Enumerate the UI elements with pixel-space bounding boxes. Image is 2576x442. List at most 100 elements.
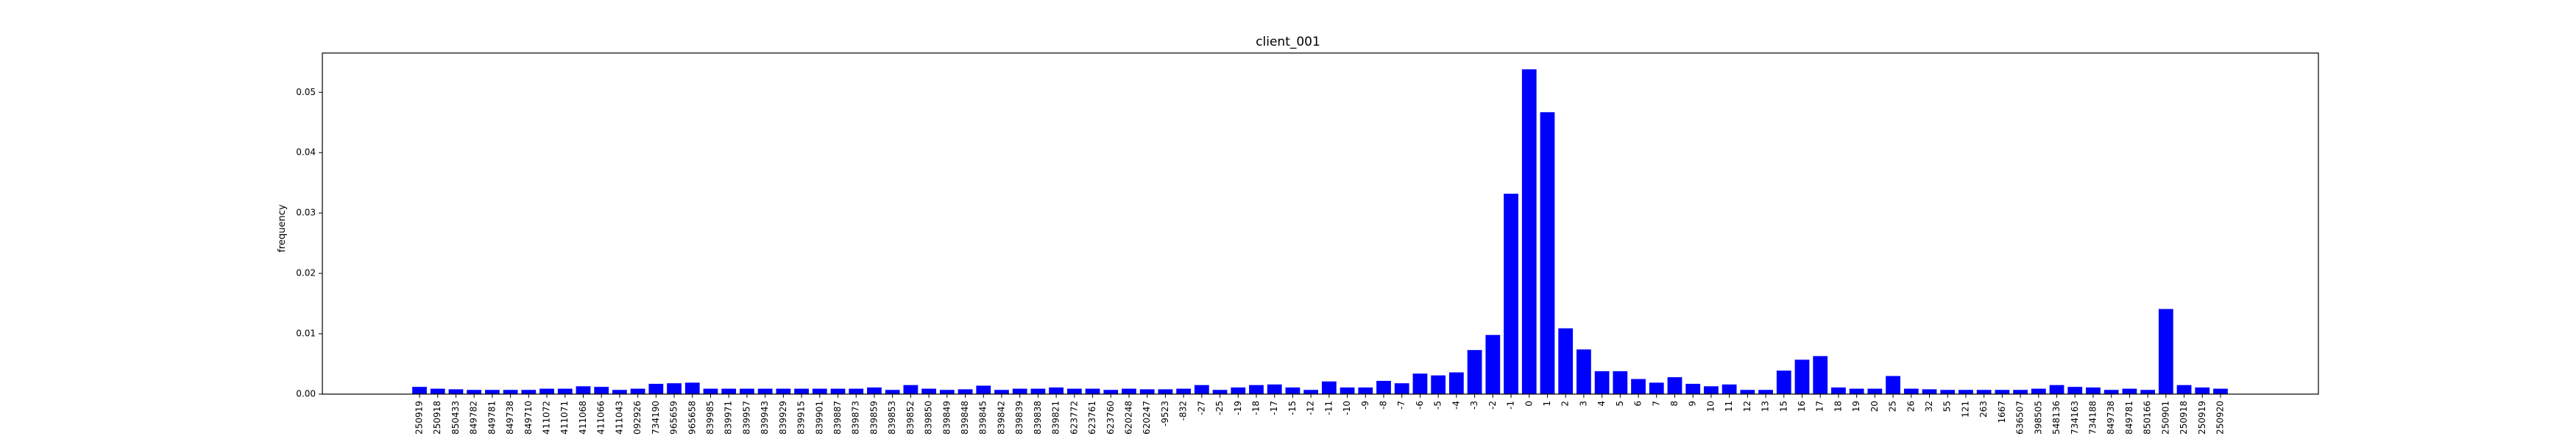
bar-734190 bbox=[648, 384, 664, 394]
x-tick-label: 623772 bbox=[1069, 401, 1079, 435]
bar-1 bbox=[1540, 112, 1555, 394]
x-tick-label: 25 bbox=[1888, 401, 1898, 412]
bar-849782 bbox=[467, 390, 482, 394]
bar-839971 bbox=[721, 388, 737, 394]
bar-092926 bbox=[630, 388, 645, 394]
y-tick-label: 0.02 bbox=[296, 268, 316, 278]
bar-839873 bbox=[849, 388, 864, 394]
x-tick-label: 849781 bbox=[2124, 401, 2134, 435]
bars-group bbox=[412, 69, 2228, 394]
x-tick-label: 734188 bbox=[2087, 401, 2098, 435]
bar-850433 bbox=[448, 389, 464, 394]
bar-3 bbox=[1577, 349, 1591, 394]
x-tick-label: 2 bbox=[1560, 401, 1571, 407]
x-tick-label: 839915 bbox=[796, 401, 807, 435]
bar-850166 bbox=[2140, 390, 2156, 394]
bar-250901 bbox=[2158, 309, 2173, 394]
x-tick-label: 623761 bbox=[1087, 401, 1097, 435]
y-tick-label: 0.03 bbox=[296, 208, 316, 218]
x-tick-label: 250919 bbox=[414, 401, 425, 435]
x-tick-label: 965659 bbox=[669, 401, 679, 435]
bar-13 bbox=[1758, 390, 1773, 394]
bar-411072 bbox=[539, 388, 554, 394]
bar--6 bbox=[1412, 373, 1428, 394]
bar-839859 bbox=[867, 387, 882, 394]
bar-0 bbox=[1521, 69, 1537, 394]
x-tick-label: 7 bbox=[1651, 401, 1661, 407]
x-tick-label: 734163 bbox=[2070, 401, 2080, 435]
bar-839849 bbox=[939, 390, 955, 394]
bar-26 bbox=[1903, 388, 1919, 394]
x-tick-label: 19 bbox=[1851, 401, 1861, 412]
x-tick-label: 839842 bbox=[996, 401, 1006, 435]
x-tick-label: 734190 bbox=[651, 401, 661, 435]
x-tick-label: -10 bbox=[1342, 401, 1352, 415]
x-tick-label: 250901 bbox=[2160, 401, 2170, 435]
bar--9 bbox=[1358, 387, 1373, 394]
bar--10 bbox=[1340, 387, 1355, 394]
x-tick-label: 620248 bbox=[1123, 401, 1133, 435]
chart-title: client_001 bbox=[1256, 35, 1320, 49]
x-ticks-group: 250919 250918 850433 849782 849781 849738 8497… bbox=[414, 394, 2226, 435]
x-tick-label: 1 bbox=[1542, 401, 1552, 407]
x-tick-label: 10 bbox=[1705, 401, 1716, 412]
x-tick-label: 965658 bbox=[687, 401, 697, 435]
x-tick-label: 092926 bbox=[632, 401, 643, 435]
bar-11 bbox=[1722, 384, 1737, 394]
bar-20 bbox=[1867, 388, 1883, 394]
x-tick-label: 849738 bbox=[505, 401, 515, 435]
bar--8 bbox=[1376, 380, 1391, 394]
bar-250918 bbox=[2176, 385, 2192, 394]
y-tick-label: 0.01 bbox=[296, 329, 316, 339]
x-tick-label: 636507 bbox=[2015, 401, 2025, 435]
bar-548136 bbox=[2049, 385, 2064, 394]
x-tick-label: 839943 bbox=[760, 401, 770, 435]
bar--27 bbox=[1194, 385, 1209, 394]
plot-frame bbox=[322, 52, 2319, 395]
x-tick-label: 0 bbox=[1524, 401, 1534, 407]
bar-5 bbox=[1613, 371, 1628, 394]
x-tick-label: 250920 bbox=[2215, 401, 2226, 435]
x-tick-label: -5 bbox=[1433, 401, 1443, 410]
bar-17 bbox=[1813, 356, 1828, 394]
x-tick-label: -832 bbox=[1178, 401, 1189, 421]
bar--1 bbox=[1504, 193, 1518, 394]
bar--11 bbox=[1321, 381, 1337, 394]
x-tick-label: 121 bbox=[1960, 401, 1970, 418]
bar--2 bbox=[1485, 334, 1501, 394]
x-tick-label: 5 bbox=[1615, 401, 1625, 407]
x-tick-label: 839848 bbox=[960, 401, 970, 435]
x-tick-label: -4 bbox=[1451, 401, 1461, 410]
bar-839887 bbox=[830, 388, 846, 394]
bar-839848 bbox=[958, 389, 973, 394]
bar--12 bbox=[1303, 390, 1319, 394]
x-tick-label: -7 bbox=[1396, 401, 1406, 410]
x-tick-label: 250918 bbox=[2179, 401, 2189, 435]
bar-411066 bbox=[594, 387, 609, 394]
bar-1667 bbox=[1995, 390, 2010, 394]
bar-4 bbox=[1594, 371, 1610, 394]
x-tick-label: 32 bbox=[1924, 401, 1934, 412]
x-tick-label: 839985 bbox=[705, 401, 715, 435]
bar-8 bbox=[1667, 377, 1682, 394]
bar-839845 bbox=[976, 385, 991, 394]
x-tick-label: 839901 bbox=[814, 401, 824, 435]
x-tick-label: 839839 bbox=[1014, 401, 1025, 435]
x-tick-label: 11 bbox=[1724, 401, 1734, 412]
x-tick-label: 839957 bbox=[741, 401, 751, 435]
x-tick-label: -3 bbox=[1469, 401, 1479, 410]
bar-839839 bbox=[1012, 388, 1027, 394]
bar--17 bbox=[1267, 384, 1282, 394]
bar--5 bbox=[1431, 375, 1446, 394]
bar-18 bbox=[1831, 387, 1846, 394]
bar-623761 bbox=[1085, 388, 1100, 394]
bar-849781 bbox=[484, 390, 500, 394]
x-tick-label: -9 bbox=[1360, 401, 1370, 410]
bar--18 bbox=[1249, 385, 1264, 394]
bar-849781 bbox=[2122, 388, 2137, 394]
bar-839838 bbox=[1030, 388, 1046, 394]
x-tick-label: 263 bbox=[1978, 401, 1989, 418]
x-tick-label: 398505 bbox=[2033, 401, 2043, 435]
x-tick-label: 839821 bbox=[1051, 401, 1061, 435]
